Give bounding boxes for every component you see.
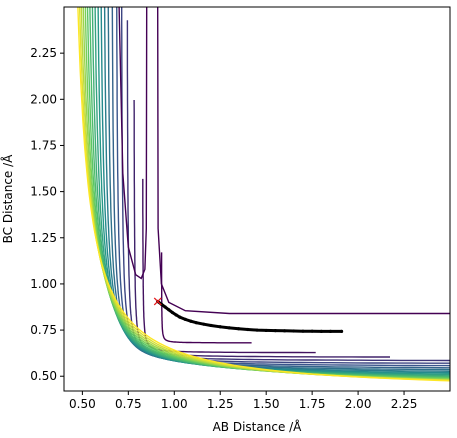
trajectory-point [209,323,213,328]
x-tick-label: 2.00 [345,397,372,411]
start-marker-stroke [153,297,162,306]
x-tick: 1.50 [253,391,280,411]
contour-line [80,7,450,381]
plot-frame [63,6,451,392]
trajectory-point [292,329,296,333]
y-tick-label: 1.50 [30,185,57,199]
y-tick-label: 1.00 [30,277,57,291]
trajectory-point [163,305,167,309]
contour-lines [77,7,450,382]
trajectory-point [183,317,187,321]
contour-line [91,7,450,377]
y-tick-label: 1.75 [30,138,57,152]
trajectory-point [218,325,222,329]
trajectory-point [237,327,241,331]
x-tick-label: 0.50 [69,397,96,411]
x-tick: 1.00 [161,391,188,411]
y-tick-label: 2.00 [30,92,57,106]
y-axis-label: BC Distance /Å [0,154,15,244]
x-tick: 2.25 [391,391,418,411]
y-tick-label: 0.50 [30,369,57,383]
start-marker [153,297,162,306]
trajectory-point [227,326,232,330]
x-tick: 1.25 [207,391,234,411]
trajectory-point [301,329,305,333]
contour-line [78,7,450,382]
trajectory-point [174,313,178,317]
trajectory-point [194,321,198,325]
trajectory-point [328,329,333,333]
trajectory-point [246,327,250,332]
y-tick: 1.75 [30,138,64,152]
x-tick: 2.00 [345,391,372,411]
y-axis-ticks: 0.50 0.75 1.00 1.25 1.50 1.75 2.00 2.25 [30,46,64,383]
x-tick-label: 0.75 [115,397,142,411]
x-tick-label: 1.00 [161,397,188,411]
y-tick: 0.50 [30,369,64,383]
contour-line [77,7,450,382]
contour-line [94,7,450,376]
x-tick-label: 1.75 [299,397,326,411]
y-tick: 1.25 [30,231,64,245]
trajectory-point [178,315,182,319]
y-tick: 2.00 [30,92,64,106]
trajectory-point [264,328,268,333]
x-tick-label: 1.50 [253,397,280,411]
x-tick: 0.75 [115,391,142,411]
trajectory-point [282,329,287,333]
contour-line [86,7,450,379]
x-tick-label: 1.25 [207,397,234,411]
trajectory-point [189,319,193,323]
trajectory-point [167,308,171,312]
contour-line [97,7,450,375]
y-tick-label: 2.25 [30,46,57,60]
y-tick: 2.25 [30,46,64,60]
x-tick: 0.50 [69,391,96,411]
trajectory-point [339,329,344,333]
x-tick: 1.75 [299,391,326,411]
trajectory-point [319,329,323,333]
contour-line [118,7,148,280]
trajectory-point [273,329,277,333]
trajectory-point [255,328,259,332]
y-tick: 1.00 [30,277,64,291]
y-tick-label: 0.75 [30,323,57,337]
x-tick-label: 2.25 [391,397,418,411]
trajectory-point [202,322,206,326]
contour-line [89,7,450,378]
contour-line [82,7,450,381]
contour-line [160,252,252,344]
contour-line [157,7,450,315]
x-axis-ticks: 0.50 0.75 1.00 1.25 1.50 1.75 2.00 2.25 [69,391,417,411]
contour-line [84,7,450,380]
trajectory-point [310,329,314,333]
y-tick: 0.75 [30,323,64,337]
x-axis-label: AB Distance /Å [213,419,303,434]
trajectory-point [170,310,175,315]
y-tick: 1.50 [30,185,64,199]
contour-line [100,7,450,374]
y-tick-label: 1.25 [30,231,57,245]
